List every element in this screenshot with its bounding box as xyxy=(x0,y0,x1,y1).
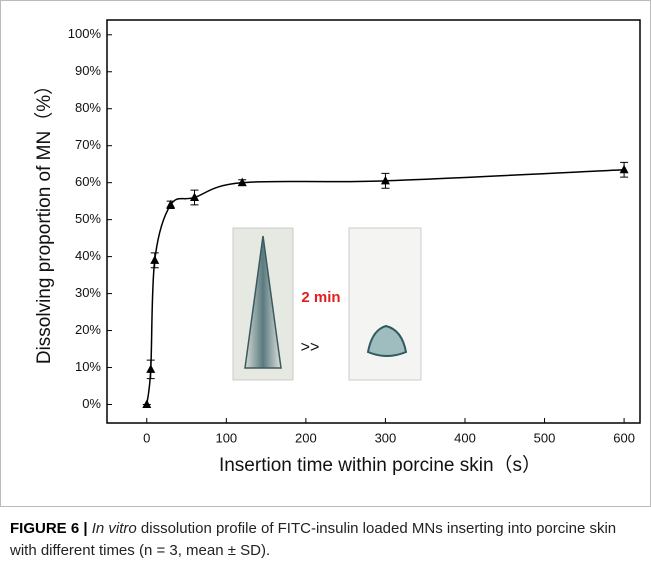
x-tick-label: 500 xyxy=(534,430,556,445)
x-tick-label: 100 xyxy=(215,430,237,445)
x-tick-label: 400 xyxy=(454,430,476,445)
y-tick-label: 60% xyxy=(75,174,101,189)
y-tick-label: 80% xyxy=(75,100,101,115)
inset-label: 2 min xyxy=(301,289,340,306)
data-point xyxy=(237,177,247,187)
y-tick-label: 50% xyxy=(75,211,101,226)
y-tick-label: 40% xyxy=(75,248,101,263)
data-point xyxy=(190,192,200,201)
chart: >> 2 min Insertion time within porcine s… xyxy=(33,19,641,476)
data-point xyxy=(619,164,629,174)
y-tick-label: 100% xyxy=(68,26,102,41)
y-tick-label: 10% xyxy=(75,359,101,374)
y-tick-label: 20% xyxy=(75,322,101,337)
caption-text: dissolution profile of FITC-insulin load… xyxy=(10,520,617,559)
y-tick-label: 70% xyxy=(75,137,101,152)
y-tick-label: 90% xyxy=(75,63,101,78)
x-tick-label: 600 xyxy=(613,430,635,445)
figure-number: FIGURE 6 | xyxy=(10,520,88,537)
y-tick-label: 30% xyxy=(75,285,101,300)
data-point xyxy=(142,399,152,409)
y-axis-title: Dissolving proportion of MN（%） xyxy=(33,76,55,364)
plot-frame xyxy=(106,19,641,424)
caption: FIGURE 6 | In vitro dissolution profile … xyxy=(10,518,640,562)
svg-text:>>: >> xyxy=(301,339,320,356)
inset-photos: >> xyxy=(232,227,422,381)
y-tick-label: 0% xyxy=(82,396,101,411)
data-point xyxy=(146,364,156,373)
x-tick-label: 300 xyxy=(375,430,397,445)
caption-italic: In vitro xyxy=(91,520,137,537)
x-axis-title: Insertion time within porcine skin（s） xyxy=(219,454,541,476)
data-point xyxy=(380,175,390,185)
data-point xyxy=(166,199,176,209)
x-tick-label: 200 xyxy=(295,430,317,445)
x-tick-label: 0 xyxy=(143,430,150,445)
data-point xyxy=(150,255,160,264)
